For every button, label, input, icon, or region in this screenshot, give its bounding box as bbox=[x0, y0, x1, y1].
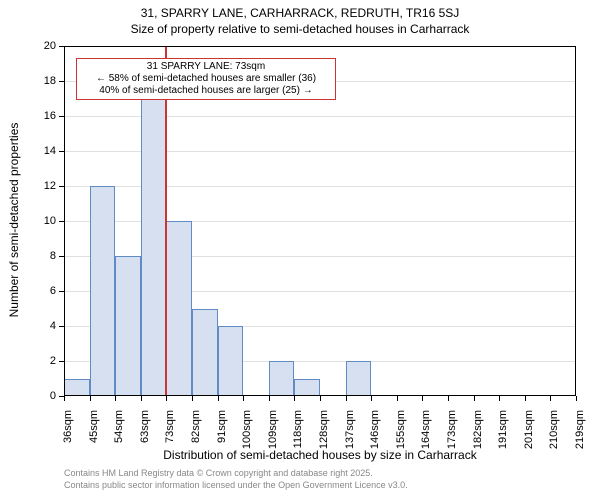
histogram-bar bbox=[294, 379, 320, 397]
y-tick-mark bbox=[59, 361, 64, 362]
histogram-bar bbox=[90, 186, 116, 396]
x-tick-mark bbox=[397, 396, 398, 401]
y-tick-mark bbox=[59, 186, 64, 187]
y-tick-mark bbox=[59, 81, 64, 82]
histogram-bar bbox=[115, 256, 141, 396]
y-axis-title: Number of semi-detached properties bbox=[7, 45, 21, 395]
x-tick-mark bbox=[192, 396, 193, 401]
y-tick-mark bbox=[59, 256, 64, 257]
x-tick-mark bbox=[371, 396, 372, 401]
chart-container: 31, SPARRY LANE, CARHARRACK, REDRUTH, TR… bbox=[0, 0, 600, 500]
histogram-bar bbox=[192, 309, 218, 397]
footer-line-2: Contains public sector information licen… bbox=[64, 480, 408, 490]
histogram-bar bbox=[218, 326, 244, 396]
annotation-line3: 40% of semi-detached houses are larger (… bbox=[81, 85, 331, 97]
histogram-bar bbox=[269, 361, 295, 396]
x-tick-mark bbox=[166, 396, 167, 401]
x-tick-mark bbox=[218, 396, 219, 401]
x-tick-mark bbox=[346, 396, 347, 401]
annotation-line1: 31 SPARRY LANE: 73sqm bbox=[81, 61, 331, 73]
annotation-line2: ← 58% of semi-detached houses are smalle… bbox=[81, 73, 331, 85]
y-tick-mark bbox=[59, 151, 64, 152]
x-tick-mark bbox=[294, 396, 295, 401]
x-tick-mark bbox=[269, 396, 270, 401]
x-tick-mark bbox=[576, 396, 577, 401]
y-tick-mark bbox=[59, 116, 64, 117]
histogram-bar bbox=[166, 221, 192, 396]
x-tick-mark bbox=[422, 396, 423, 401]
x-tick-mark bbox=[550, 396, 551, 401]
histogram-bar bbox=[64, 379, 90, 397]
x-tick-mark bbox=[474, 396, 475, 401]
y-tick-mark bbox=[59, 221, 64, 222]
x-tick-mark bbox=[243, 396, 244, 401]
histogram-bar bbox=[141, 99, 167, 397]
x-tick-mark bbox=[525, 396, 526, 401]
x-tick-mark bbox=[499, 396, 500, 401]
histogram-bar bbox=[346, 361, 372, 396]
y-tick-mark bbox=[59, 291, 64, 292]
x-tick-mark bbox=[448, 396, 449, 401]
annotation-box: 31 SPARRY LANE: 73sqm ← 58% of semi-deta… bbox=[76, 58, 336, 100]
chart-title-line1: 31, SPARRY LANE, CARHARRACK, REDRUTH, TR… bbox=[0, 6, 600, 20]
y-tick-mark bbox=[59, 326, 64, 327]
x-tick-mark bbox=[90, 396, 91, 401]
x-axis-title: Distribution of semi-detached houses by … bbox=[64, 448, 576, 462]
y-tick-mark bbox=[59, 46, 64, 47]
x-tick-mark bbox=[320, 396, 321, 401]
x-tick-mark bbox=[115, 396, 116, 401]
x-tick-mark bbox=[64, 396, 65, 401]
footer-line-1: Contains HM Land Registry data © Crown c… bbox=[64, 468, 373, 478]
x-tick-mark bbox=[141, 396, 142, 401]
chart-title-line2: Size of property relative to semi-detach… bbox=[0, 22, 600, 36]
